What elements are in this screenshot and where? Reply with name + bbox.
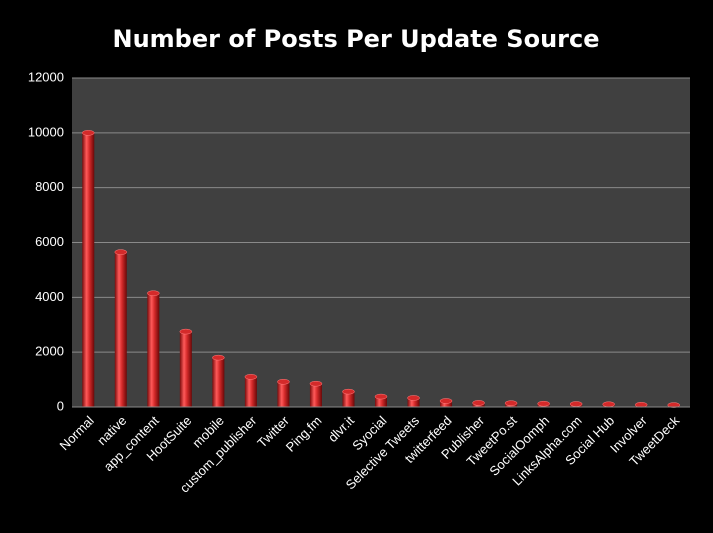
bar-cap xyxy=(407,395,420,401)
bar-cap xyxy=(82,130,95,136)
bar-body xyxy=(309,383,322,407)
bar xyxy=(569,401,583,407)
bar xyxy=(212,354,225,407)
bar-cap xyxy=(569,401,583,407)
bar xyxy=(309,380,323,407)
y-tick-label: 6000 xyxy=(35,234,64,249)
bar-cap xyxy=(309,380,323,387)
bar-cap xyxy=(537,400,550,407)
bar-body xyxy=(179,331,192,407)
bar xyxy=(407,395,420,407)
bar-body xyxy=(342,391,355,407)
bar xyxy=(179,328,193,407)
bar-body xyxy=(244,376,257,407)
bar-cap xyxy=(179,328,193,335)
bar xyxy=(472,400,485,407)
bar xyxy=(147,290,160,407)
bar xyxy=(667,402,680,408)
bar-cap xyxy=(602,401,615,408)
bar xyxy=(537,400,550,407)
bar-cap xyxy=(212,354,225,361)
bar xyxy=(82,130,95,408)
bar-cap xyxy=(342,388,355,395)
bar-body xyxy=(407,397,420,407)
y-tick-label: 2000 xyxy=(35,344,64,359)
bar-cap xyxy=(244,374,258,380)
y-tick-label: 4000 xyxy=(35,289,64,304)
bar-cap xyxy=(472,400,485,406)
bar-body xyxy=(375,396,387,407)
y-tick-label: 10000 xyxy=(28,124,64,139)
bar xyxy=(602,401,615,408)
bar xyxy=(439,398,453,407)
bar xyxy=(504,400,518,407)
bar-cap xyxy=(277,379,290,385)
bar-cap xyxy=(147,290,160,296)
bar-body xyxy=(82,132,95,408)
bar-body xyxy=(147,293,160,407)
bar-body xyxy=(440,400,453,407)
bar xyxy=(342,388,355,407)
bar-body xyxy=(277,381,290,407)
bar xyxy=(277,379,290,407)
chart-title: Number of Posts Per Update Source xyxy=(113,25,600,53)
bar-body xyxy=(114,252,127,407)
bar-cap xyxy=(504,400,518,406)
y-tick-label: 0 xyxy=(57,398,64,413)
bar-cap xyxy=(439,398,453,404)
bar-cap xyxy=(374,393,388,400)
bar-cap xyxy=(114,249,128,255)
bar xyxy=(374,393,388,407)
bar xyxy=(114,249,128,407)
y-tick-label: 12000 xyxy=(28,69,64,84)
bar-cap xyxy=(667,402,680,408)
y-tick-label: 8000 xyxy=(35,179,64,194)
bar xyxy=(244,374,258,407)
bar-body xyxy=(212,357,225,407)
